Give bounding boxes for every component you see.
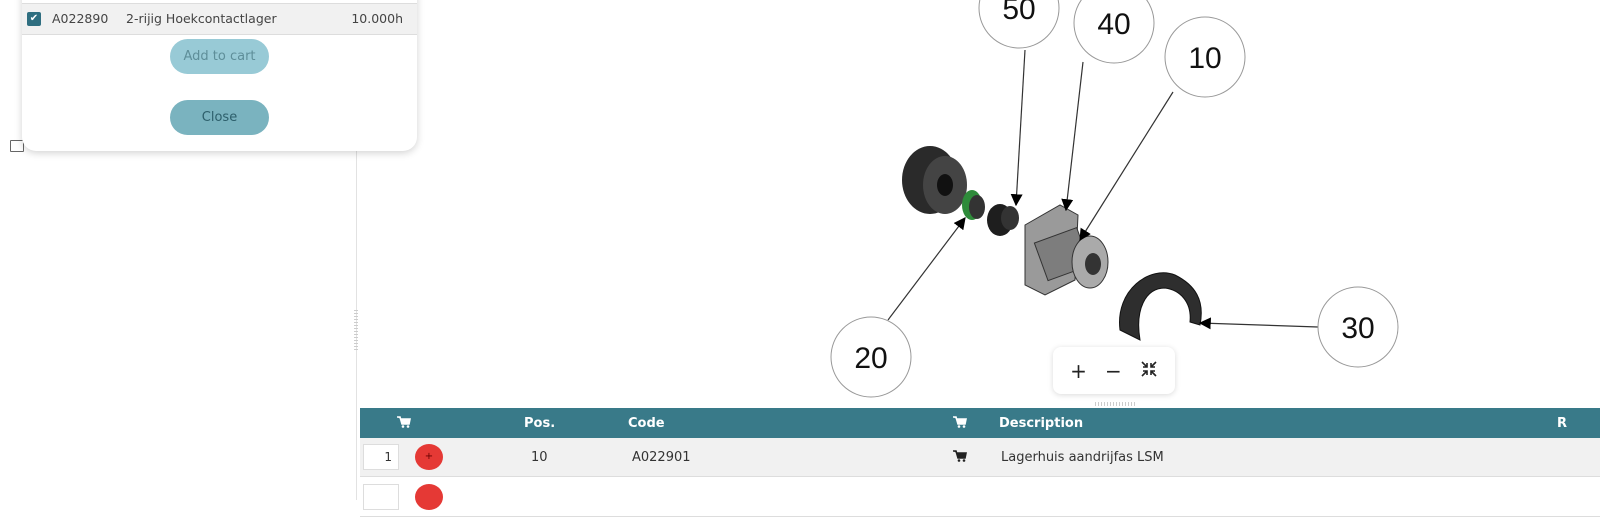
leader-line-50 [1010, 49, 1026, 207]
part-guard[interactable] [1119, 272, 1202, 341]
leader-line-10 [1079, 91, 1174, 242]
column-code[interactable]: Code [628, 416, 665, 431]
zoom-out-button[interactable]: − [1105, 358, 1122, 383]
svg-text:40: 40 [1097, 8, 1130, 41]
cell-pos: 10 [531, 450, 548, 465]
exploded-view-diagram[interactable]: 50 40 10 20 30 [358, 0, 1600, 400]
part-checkbox[interactable]: ✔ [27, 12, 41, 26]
add-to-cart-button[interactable]: Add to cart [170, 39, 269, 74]
add-to-cart-dialog: ✔ A022890 2-rijig Hoekcontactlager 10.00… [22, 0, 417, 151]
quantity-input[interactable]: 1 [363, 444, 399, 470]
part-bearing-housing[interactable] [1024, 204, 1109, 296]
svg-text:10: 10 [1188, 42, 1221, 75]
column-description[interactable]: Description [999, 416, 1084, 431]
part-description: 2-rijig Hoekcontactlager [126, 11, 277, 26]
callout-30[interactable]: 30 [1317, 286, 1399, 368]
cart-icon [397, 416, 411, 432]
callout-40[interactable]: 40 [1073, 0, 1155, 64]
zoom-in-button[interactable]: + [1070, 358, 1087, 383]
horizontal-resize-handle[interactable] [1095, 402, 1135, 406]
cell-description: Lagerhuis aandrijfas LSM [1001, 450, 1164, 465]
diagram-svg: 50 40 10 20 30 [830, 0, 1399, 398]
part-bearing[interactable] [962, 190, 985, 220]
fit-screen-icon[interactable] [1140, 359, 1158, 383]
cart-column-icon [953, 416, 967, 432]
svg-text:50: 50 [1002, 0, 1035, 26]
part-pulley[interactable] [902, 146, 967, 214]
svg-text:20: 20 [854, 342, 887, 375]
leader-line-20 [887, 217, 966, 321]
add-to-cart-plus-button[interactable] [415, 484, 443, 510]
add-to-cart-plus-button[interactable]: + [415, 444, 443, 470]
svg-text:30: 30 [1341, 312, 1374, 345]
leader-line-30 [1198, 317, 1319, 330]
callout-10[interactable]: 10 [1164, 16, 1246, 98]
part-quantity: 10.000h [351, 11, 403, 26]
parts-table-header: Pos. Code Description R [360, 408, 1600, 438]
cart-icon[interactable] [953, 450, 967, 466]
quantity-input[interactable] [363, 484, 399, 510]
table-row[interactable]: 1 + 10 A022901 Lagerhuis aandrijfas LSM [360, 438, 1600, 477]
column-r[interactable]: R [1557, 416, 1568, 431]
dialog-part-row: ✔ A022890 2-rijig Hoekcontactlager 10.00… [22, 3, 417, 35]
close-button[interactable]: Close [170, 100, 269, 135]
column-pos[interactable]: Pos. [524, 416, 556, 431]
callout-50[interactable]: 50 [978, 0, 1060, 49]
leader-line-40 [1061, 61, 1084, 212]
part-code: A022890 [52, 11, 109, 26]
vertical-resize-handle[interactable] [354, 310, 358, 350]
zoom-controls: + − [1053, 347, 1175, 394]
folder-icon[interactable] [10, 140, 24, 152]
cell-code: A022901 [632, 450, 691, 465]
part-collar[interactable] [987, 204, 1019, 236]
table-row[interactable] [360, 478, 1600, 517]
callout-20[interactable]: 20 [830, 316, 912, 398]
